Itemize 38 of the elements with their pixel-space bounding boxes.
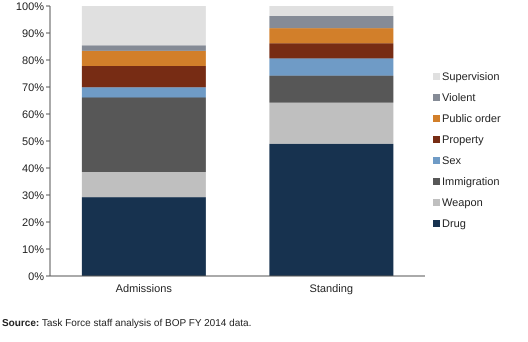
legend-label: Weapon bbox=[442, 196, 483, 208]
bar bbox=[269, 43, 394, 58]
bar bbox=[82, 197, 206, 276]
y-tick-label: 30% bbox=[22, 190, 44, 202]
legend-label: Immigration bbox=[442, 176, 500, 188]
source-note: Source: Task Force staff analysis of BOP FY 2014 data. bbox=[2, 318, 252, 329]
bar bbox=[82, 98, 206, 172]
x-tick-label: Admissions bbox=[116, 282, 172, 295]
y-tick-label: 60% bbox=[22, 108, 44, 121]
bar bbox=[82, 50, 206, 66]
bar bbox=[269, 16, 394, 28]
bar bbox=[82, 45, 206, 51]
legend-label: Drug bbox=[442, 218, 466, 230]
y-tick-label: 40% bbox=[22, 162, 44, 175]
legend-label: Property bbox=[442, 134, 484, 146]
bar bbox=[269, 76, 394, 103]
bar bbox=[269, 102, 394, 144]
x-tick-label: Standing bbox=[310, 282, 353, 295]
bar bbox=[269, 28, 394, 44]
legend-label: Supervision bbox=[442, 70, 500, 82]
bar bbox=[82, 6, 206, 46]
y-tick-label: 80% bbox=[22, 54, 44, 67]
bar bbox=[269, 144, 394, 276]
y-tick-label: 90% bbox=[22, 28, 44, 40]
bar bbox=[82, 66, 206, 88]
y-tick-label: 100% bbox=[16, 0, 44, 13]
y-tick-label: 70% bbox=[22, 82, 44, 94]
bar bbox=[269, 6, 394, 16]
y-tick-label: 20% bbox=[22, 216, 44, 229]
y-tick-label: 0% bbox=[28, 270, 44, 283]
bar bbox=[82, 172, 206, 198]
bar bbox=[82, 87, 206, 98]
legend-label: Sex bbox=[442, 154, 461, 166]
bar bbox=[269, 58, 394, 76]
y-tick-label: 50% bbox=[22, 136, 44, 148]
legend-label: Public order bbox=[442, 112, 501, 124]
y-tick-label: 10% bbox=[22, 244, 44, 256]
legend-label: Violent bbox=[442, 92, 476, 104]
